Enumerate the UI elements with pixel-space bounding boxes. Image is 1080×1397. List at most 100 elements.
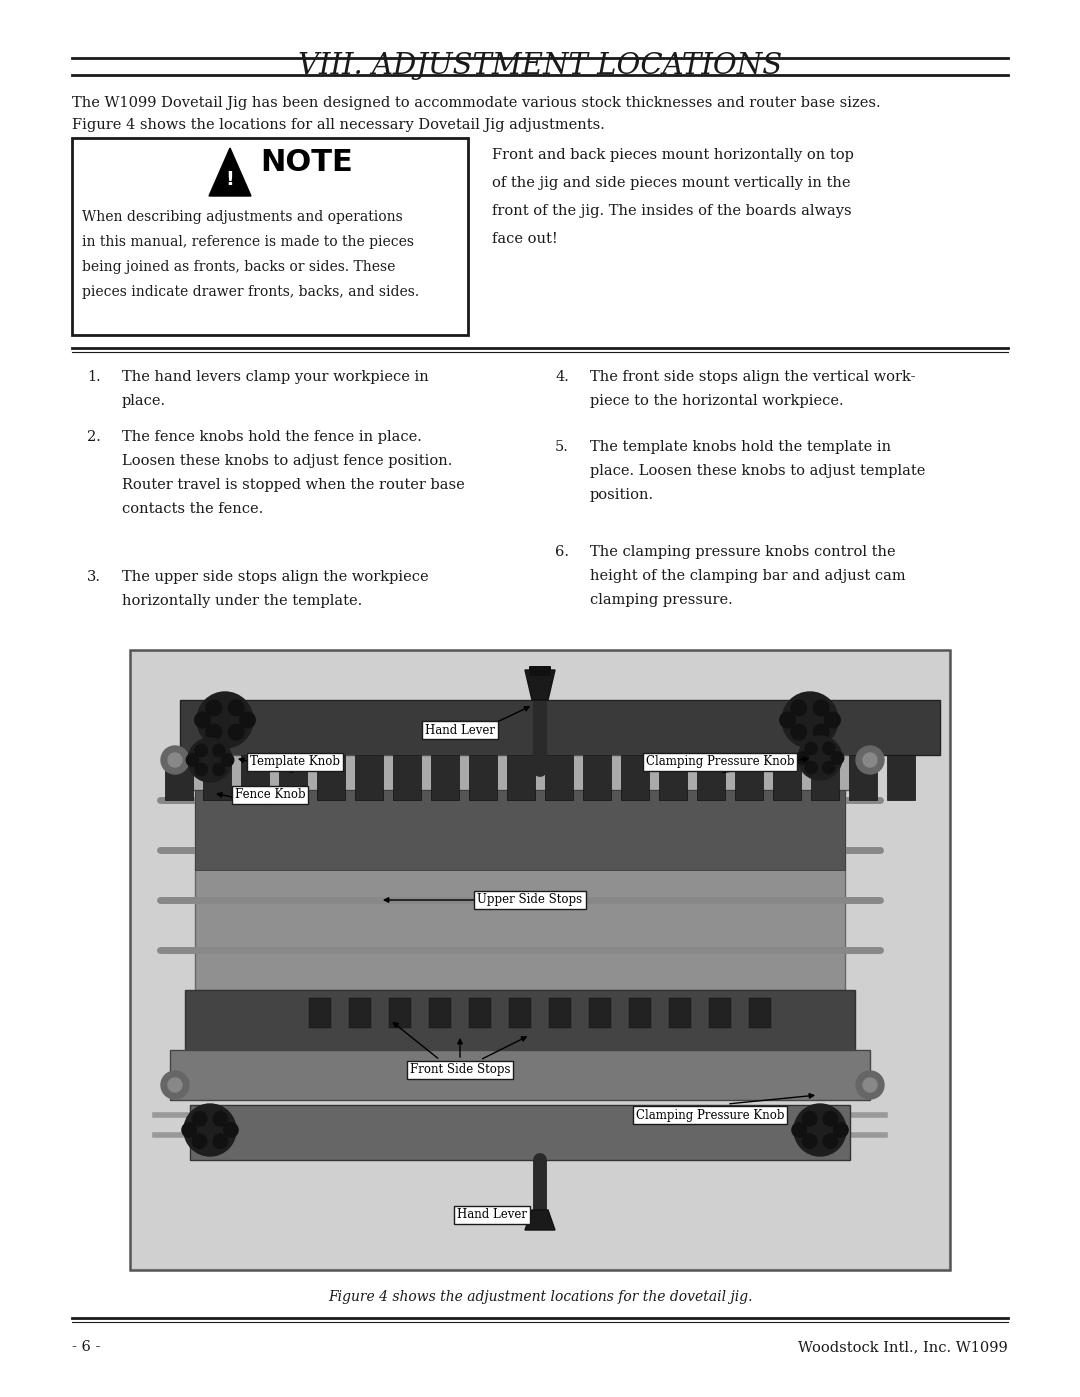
Circle shape: [192, 1134, 207, 1148]
FancyBboxPatch shape: [773, 754, 801, 800]
Circle shape: [161, 746, 189, 774]
Text: Clamping Pressure Knob: Clamping Pressure Knob: [646, 756, 794, 768]
Polygon shape: [525, 1210, 555, 1229]
Circle shape: [823, 742, 835, 754]
FancyBboxPatch shape: [469, 997, 491, 1028]
FancyBboxPatch shape: [165, 754, 193, 800]
FancyBboxPatch shape: [750, 997, 771, 1028]
Text: !: !: [226, 169, 234, 189]
Circle shape: [213, 1134, 228, 1148]
FancyBboxPatch shape: [175, 754, 865, 789]
Text: Woodstock Intl., Inc. W1099: Woodstock Intl., Inc. W1099: [798, 1340, 1008, 1354]
Circle shape: [823, 1112, 838, 1126]
Text: front of the jig. The insides of the boards always: front of the jig. The insides of the boa…: [492, 204, 852, 218]
Polygon shape: [525, 671, 555, 700]
Circle shape: [832, 752, 843, 764]
FancyBboxPatch shape: [849, 754, 877, 800]
Circle shape: [213, 1112, 228, 1126]
Text: face out!: face out!: [492, 232, 557, 246]
FancyBboxPatch shape: [72, 138, 468, 335]
Circle shape: [213, 763, 225, 775]
Text: - 6 -: - 6 -: [72, 1340, 100, 1354]
Circle shape: [863, 1078, 877, 1092]
Circle shape: [823, 1134, 838, 1148]
Circle shape: [197, 692, 253, 747]
Text: 5.: 5.: [555, 440, 569, 454]
FancyBboxPatch shape: [429, 997, 451, 1028]
Circle shape: [184, 1104, 237, 1155]
Circle shape: [228, 700, 244, 715]
Circle shape: [161, 1071, 189, 1099]
FancyBboxPatch shape: [708, 997, 731, 1028]
FancyBboxPatch shape: [507, 754, 535, 800]
Circle shape: [796, 752, 809, 764]
FancyBboxPatch shape: [318, 754, 345, 800]
Text: When describing adjustments and operations: When describing adjustments and operatio…: [82, 210, 403, 224]
Circle shape: [813, 724, 829, 740]
Text: Hand Lever: Hand Lever: [426, 724, 495, 736]
Polygon shape: [210, 148, 251, 196]
Circle shape: [802, 1134, 816, 1148]
Circle shape: [195, 763, 207, 775]
Circle shape: [823, 761, 835, 774]
Text: of the jig and side pieces mount vertically in the: of the jig and side pieces mount vertica…: [492, 176, 851, 190]
Text: 6.: 6.: [555, 545, 569, 559]
Text: contacts the fence.: contacts the fence.: [122, 502, 264, 515]
Text: The W1099 Dovetail Jig has been designed to accommodate various stock thicknesse: The W1099 Dovetail Jig has been designed…: [72, 96, 880, 110]
Circle shape: [186, 754, 199, 766]
FancyBboxPatch shape: [697, 754, 725, 800]
Circle shape: [228, 724, 244, 740]
Text: place. Loosen these knobs to adjust template: place. Loosen these knobs to adjust temp…: [590, 464, 926, 478]
Text: Template Knob: Template Knob: [249, 756, 340, 768]
Circle shape: [794, 1104, 846, 1155]
Circle shape: [791, 700, 807, 715]
Text: Loosen these knobs to adjust fence position.: Loosen these knobs to adjust fence posit…: [122, 454, 453, 468]
Circle shape: [168, 1078, 183, 1092]
FancyBboxPatch shape: [621, 754, 649, 800]
Text: Front and back pieces mount horizontally on top: Front and back pieces mount horizontally…: [492, 148, 854, 162]
Text: Front Side Stops: Front Side Stops: [409, 1063, 510, 1077]
Circle shape: [791, 724, 807, 740]
FancyBboxPatch shape: [669, 997, 691, 1028]
Circle shape: [221, 754, 233, 766]
FancyBboxPatch shape: [549, 997, 571, 1028]
Circle shape: [805, 742, 818, 754]
Circle shape: [168, 753, 183, 767]
FancyBboxPatch shape: [393, 754, 421, 800]
FancyBboxPatch shape: [529, 666, 551, 676]
FancyBboxPatch shape: [170, 1051, 870, 1099]
Circle shape: [805, 761, 818, 774]
FancyBboxPatch shape: [469, 754, 497, 800]
Text: horizontally under the template.: horizontally under the template.: [122, 594, 362, 608]
FancyBboxPatch shape: [431, 754, 459, 800]
FancyBboxPatch shape: [887, 754, 915, 800]
Text: height of the clamping bar and adjust cam: height of the clamping bar and adjust ca…: [590, 569, 906, 583]
Text: 1.: 1.: [87, 370, 100, 384]
FancyBboxPatch shape: [241, 754, 269, 800]
Text: 4.: 4.: [555, 370, 569, 384]
Circle shape: [802, 1112, 816, 1126]
FancyBboxPatch shape: [180, 700, 940, 754]
FancyBboxPatch shape: [132, 652, 948, 1268]
Text: Figure 4 shows the locations for all necessary Dovetail Jig adjustments.: Figure 4 shows the locations for all nec…: [72, 117, 605, 131]
Text: Fence Knob: Fence Knob: [234, 788, 306, 802]
FancyBboxPatch shape: [545, 754, 573, 800]
Circle shape: [798, 736, 842, 780]
Circle shape: [181, 1123, 197, 1137]
FancyBboxPatch shape: [589, 997, 611, 1028]
Circle shape: [224, 1123, 238, 1137]
Circle shape: [834, 1123, 848, 1137]
Circle shape: [792, 1123, 807, 1137]
FancyBboxPatch shape: [203, 754, 231, 800]
FancyBboxPatch shape: [349, 997, 372, 1028]
Text: The front side stops align the vertical work-: The front side stops align the vertical …: [590, 370, 916, 384]
FancyBboxPatch shape: [811, 754, 839, 800]
FancyBboxPatch shape: [629, 997, 651, 1028]
Text: The hand levers clamp your workpiece in: The hand levers clamp your workpiece in: [122, 370, 429, 384]
FancyBboxPatch shape: [583, 754, 611, 800]
Text: Upper Side Stops: Upper Side Stops: [477, 894, 582, 907]
Circle shape: [240, 712, 255, 728]
Text: The upper side stops align the workpiece: The upper side stops align the workpiece: [122, 570, 429, 584]
Text: The template knobs hold the template in: The template knobs hold the template in: [590, 440, 891, 454]
Text: Figure 4 shows the adjustment locations for the dovetail jig.: Figure 4 shows the adjustment locations …: [327, 1289, 753, 1303]
